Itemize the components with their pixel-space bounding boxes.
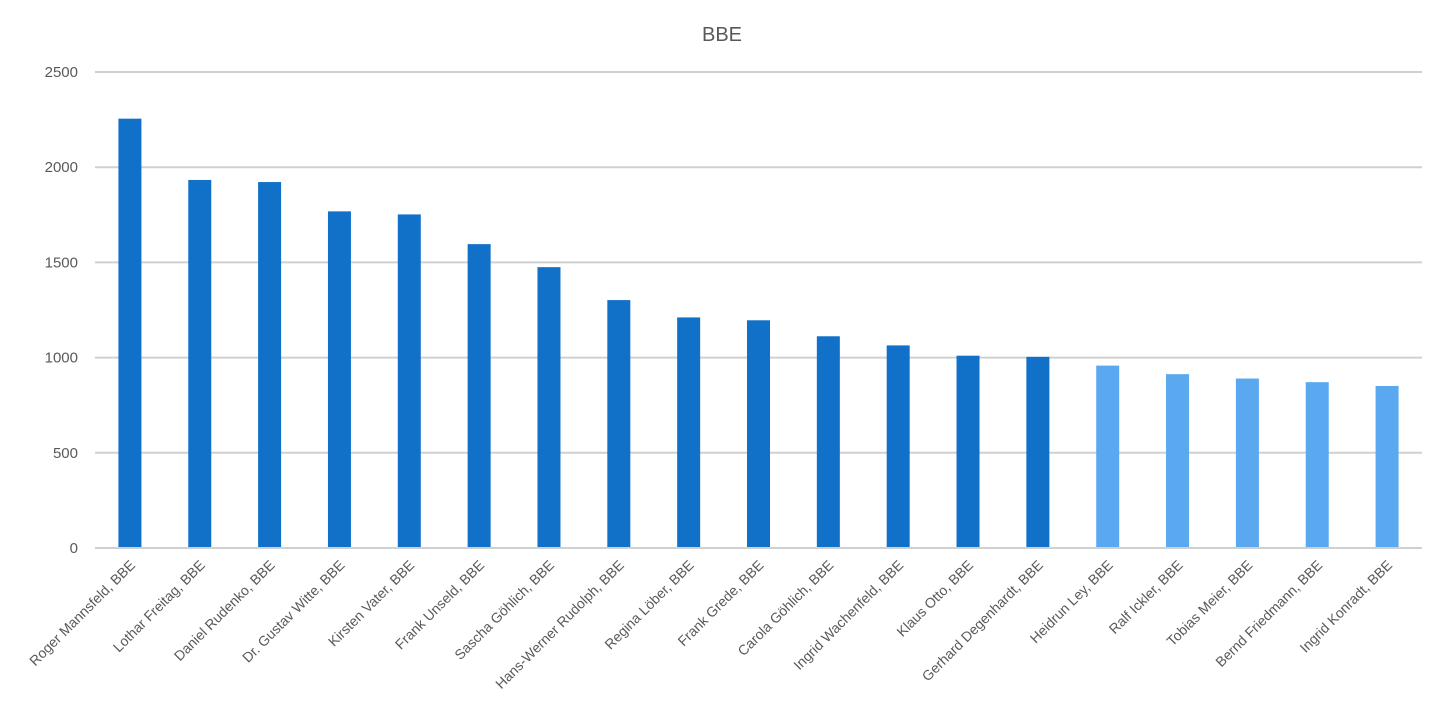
- x-tick-label: Hans-Werner Rudolph, BBE: [492, 557, 627, 692]
- bar: [677, 317, 701, 548]
- bar: [1096, 365, 1120, 548]
- bar: [188, 179, 212, 549]
- bar: [747, 320, 770, 548]
- bar: [467, 244, 491, 549]
- y-tick-label: 1500: [45, 254, 78, 271]
- y-tick-label: 2000: [45, 159, 78, 176]
- bar: [607, 300, 631, 548]
- y-axis-ticks: 0 500 1000 1500 2000 2500: [45, 64, 78, 557]
- bar: [1305, 382, 1329, 548]
- bar: [118, 118, 142, 548]
- bar: [397, 214, 421, 549]
- x-tick-label: Gerhard Degenhardt, BBE: [919, 557, 1046, 684]
- bar: [886, 345, 910, 548]
- y-tick-label: 1000: [45, 350, 78, 367]
- bar: [1375, 385, 1399, 548]
- x-tick-label: Ralf Ickler, BBE: [1106, 557, 1186, 637]
- bar: [327, 211, 351, 548]
- chart-title: BBE: [702, 24, 742, 46]
- bar: [1235, 378, 1259, 548]
- bar: [258, 182, 282, 548]
- bar: [1026, 356, 1050, 548]
- gridlines: [95, 71, 1422, 454]
- y-tick-label: 0: [70, 540, 78, 557]
- bars: [118, 118, 1399, 549]
- y-tick-label: 500: [53, 445, 78, 462]
- y-tick-label: 2500: [45, 64, 78, 81]
- bar: [956, 355, 980, 548]
- bar: [816, 336, 840, 548]
- bar: [537, 267, 561, 548]
- bar: [1166, 374, 1190, 548]
